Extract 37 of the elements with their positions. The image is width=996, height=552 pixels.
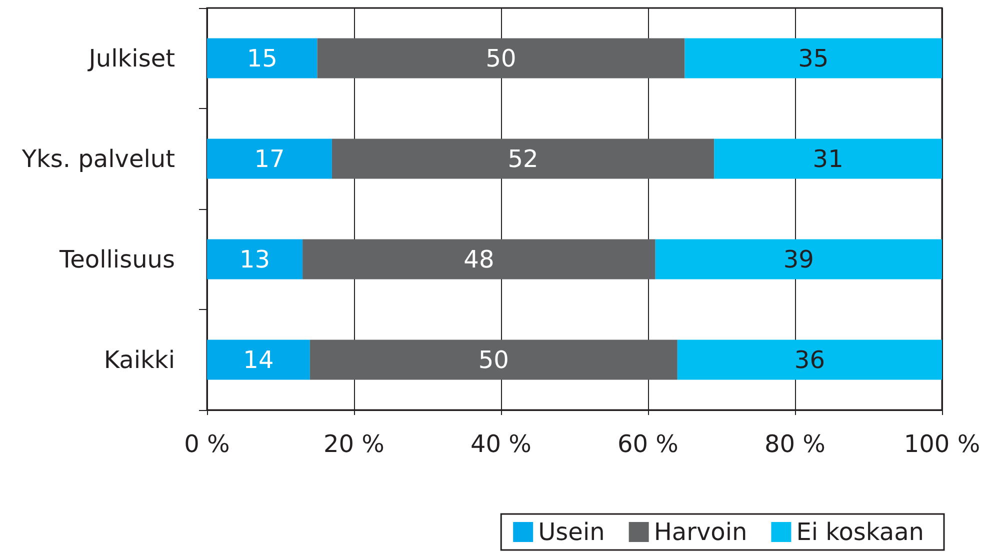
data-label: 50	[478, 346, 509, 374]
y-tick-label: Teollisuus	[58, 245, 175, 274]
x-tick-label: 100 %	[904, 430, 980, 458]
data-label: 35	[798, 44, 829, 72]
bar	[207, 38, 318, 78]
bar	[310, 340, 678, 380]
data-label: 52	[508, 144, 538, 173]
data-label: 17	[254, 144, 285, 173]
bar	[677, 340, 942, 380]
data-label: 15	[246, 44, 278, 72]
x-tick-label: 60 %	[618, 430, 678, 458]
bar	[207, 239, 303, 280]
bar	[207, 340, 310, 380]
bar	[684, 38, 942, 78]
bar	[302, 239, 656, 280]
data-label: 14	[243, 346, 274, 374]
data-label: 13	[240, 245, 270, 274]
data-label: 39	[783, 245, 814, 274]
data-label: 31	[812, 144, 844, 173]
bar	[714, 138, 942, 179]
bar	[655, 239, 942, 280]
data-label: 50	[486, 44, 516, 72]
legend-label: Ei koskaan	[796, 518, 924, 546]
x-tick-label: 40 %	[470, 430, 532, 458]
bar	[317, 38, 685, 78]
x-tick-label: 0 %	[184, 430, 230, 458]
x-tick-label: 80 %	[764, 430, 826, 458]
legend-label: Usein	[538, 518, 605, 546]
legend-label: Harvoin	[654, 518, 748, 546]
bar	[207, 138, 332, 179]
y-tick-label: Julkiset	[86, 44, 175, 72]
x-tick-label: 20 %	[324, 430, 384, 458]
bar	[332, 138, 714, 179]
data-label: 48	[464, 245, 494, 274]
y-tick-label: Kaikki	[104, 346, 175, 374]
y-tick-label: Yks. palvelut	[20, 144, 175, 173]
data-label: 36	[794, 346, 825, 374]
